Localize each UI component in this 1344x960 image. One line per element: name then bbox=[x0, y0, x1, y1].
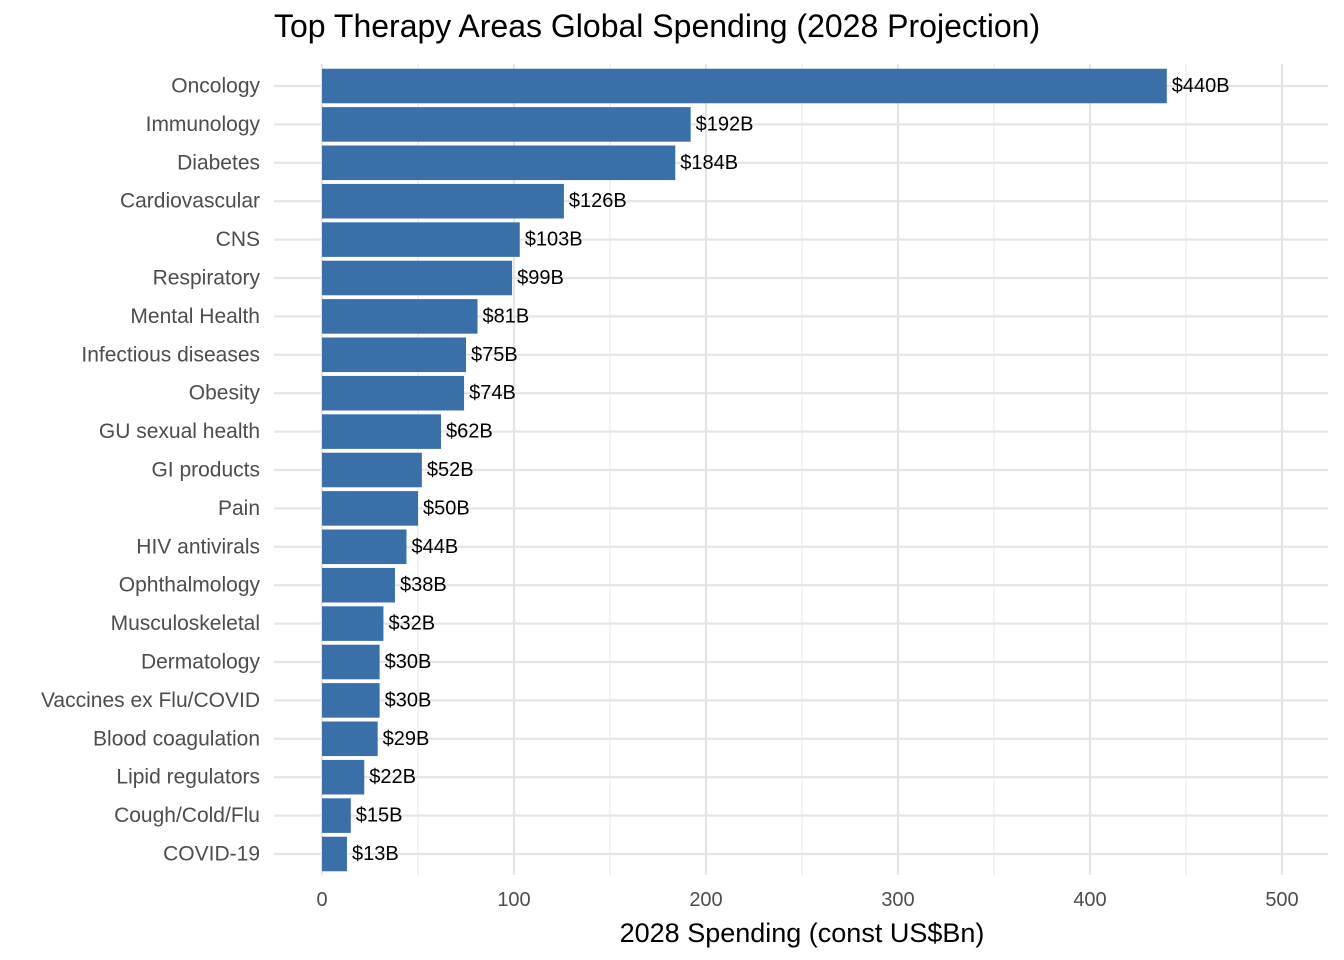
category-label: Dermatology bbox=[141, 651, 261, 674]
bar bbox=[322, 529, 407, 565]
bar bbox=[322, 491, 418, 526]
grid-layer bbox=[274, 64, 1328, 875]
category-label: Cough/Cold/Flu bbox=[114, 804, 260, 827]
data-label: $22B bbox=[369, 766, 416, 788]
category-label: CNS bbox=[216, 228, 260, 251]
data-label: $126B bbox=[569, 190, 627, 212]
category-label: Immunology bbox=[146, 113, 261, 136]
x-tick-label: 500 bbox=[1265, 889, 1298, 911]
data-label: $52B bbox=[427, 459, 474, 481]
category-label: Ophthalmology bbox=[119, 574, 261, 597]
data-label: $38B bbox=[400, 574, 447, 596]
bar bbox=[322, 683, 380, 718]
bar bbox=[322, 299, 478, 334]
bars-layer bbox=[322, 68, 1167, 872]
data-label: $62B bbox=[446, 421, 493, 443]
chart-title: Top Therapy Areas Global Spending (2028 … bbox=[274, 8, 1041, 44]
data-label: $30B bbox=[385, 651, 432, 673]
x-tick-label: 200 bbox=[689, 889, 722, 911]
data-label: $29B bbox=[383, 728, 430, 750]
bar bbox=[322, 644, 380, 680]
data-label: $74B bbox=[469, 382, 516, 404]
bar bbox=[322, 452, 422, 488]
category-label: Blood coagulation bbox=[93, 727, 260, 750]
data-label: $192B bbox=[696, 113, 754, 135]
data-label: $440B bbox=[1172, 75, 1230, 97]
data-label: $99B bbox=[517, 267, 564, 289]
bar bbox=[322, 260, 513, 296]
bar bbox=[322, 414, 442, 449]
category-label: GI products bbox=[151, 459, 260, 482]
data-label: $13B bbox=[352, 843, 399, 865]
data-label: $75B bbox=[471, 344, 518, 366]
data-label: $15B bbox=[356, 805, 403, 827]
category-label: Musculoskeletal bbox=[111, 612, 260, 635]
x-tick-label: 400 bbox=[1073, 889, 1106, 911]
category-label: Pain bbox=[218, 497, 260, 520]
x-tick-label: 100 bbox=[497, 889, 530, 911]
category-label: Infectious diseases bbox=[81, 343, 260, 366]
data-label: $81B bbox=[483, 305, 530, 327]
bar bbox=[322, 183, 564, 219]
bar bbox=[322, 606, 384, 641]
data-label: $103B bbox=[525, 229, 583, 251]
bar bbox=[322, 145, 676, 181]
category-label: Respiratory bbox=[153, 267, 261, 290]
bar bbox=[322, 721, 378, 757]
data-label: $184B bbox=[680, 152, 738, 174]
bar bbox=[322, 222, 520, 257]
bar bbox=[322, 68, 1167, 104]
data-label: $44B bbox=[411, 536, 458, 558]
category-label: Mental Health bbox=[130, 305, 260, 328]
bar bbox=[322, 836, 347, 872]
category-label: Oncology bbox=[171, 75, 260, 98]
bar bbox=[322, 567, 395, 603]
labels-layer: Oncology $440B Immunology $192B Diabetes $184… bbox=[41, 75, 1299, 912]
bar bbox=[322, 759, 365, 795]
x-tick-label: 0 bbox=[316, 889, 327, 911]
bar bbox=[322, 375, 465, 411]
data-label: $50B bbox=[423, 497, 470, 519]
bar bbox=[322, 107, 691, 142]
category-label: Diabetes bbox=[177, 151, 260, 174]
x-tick-label: 300 bbox=[881, 889, 914, 911]
x-axis-title: 2028 Spending (const US$Bn) bbox=[620, 918, 985, 948]
category-label: Obesity bbox=[189, 382, 261, 405]
bar bbox=[322, 798, 351, 833]
bar bbox=[322, 337, 466, 373]
data-label: $30B bbox=[385, 689, 432, 711]
data-label: $32B bbox=[388, 613, 435, 635]
category-label: Cardiovascular bbox=[120, 190, 260, 213]
category-label: GU sexual health bbox=[99, 420, 260, 443]
category-label: HIV antivirals bbox=[136, 535, 260, 558]
category-label: Vaccines ex Flu/COVID bbox=[41, 689, 260, 712]
category-label: COVID-19 bbox=[163, 843, 260, 866]
category-label: Lipid regulators bbox=[116, 766, 260, 789]
